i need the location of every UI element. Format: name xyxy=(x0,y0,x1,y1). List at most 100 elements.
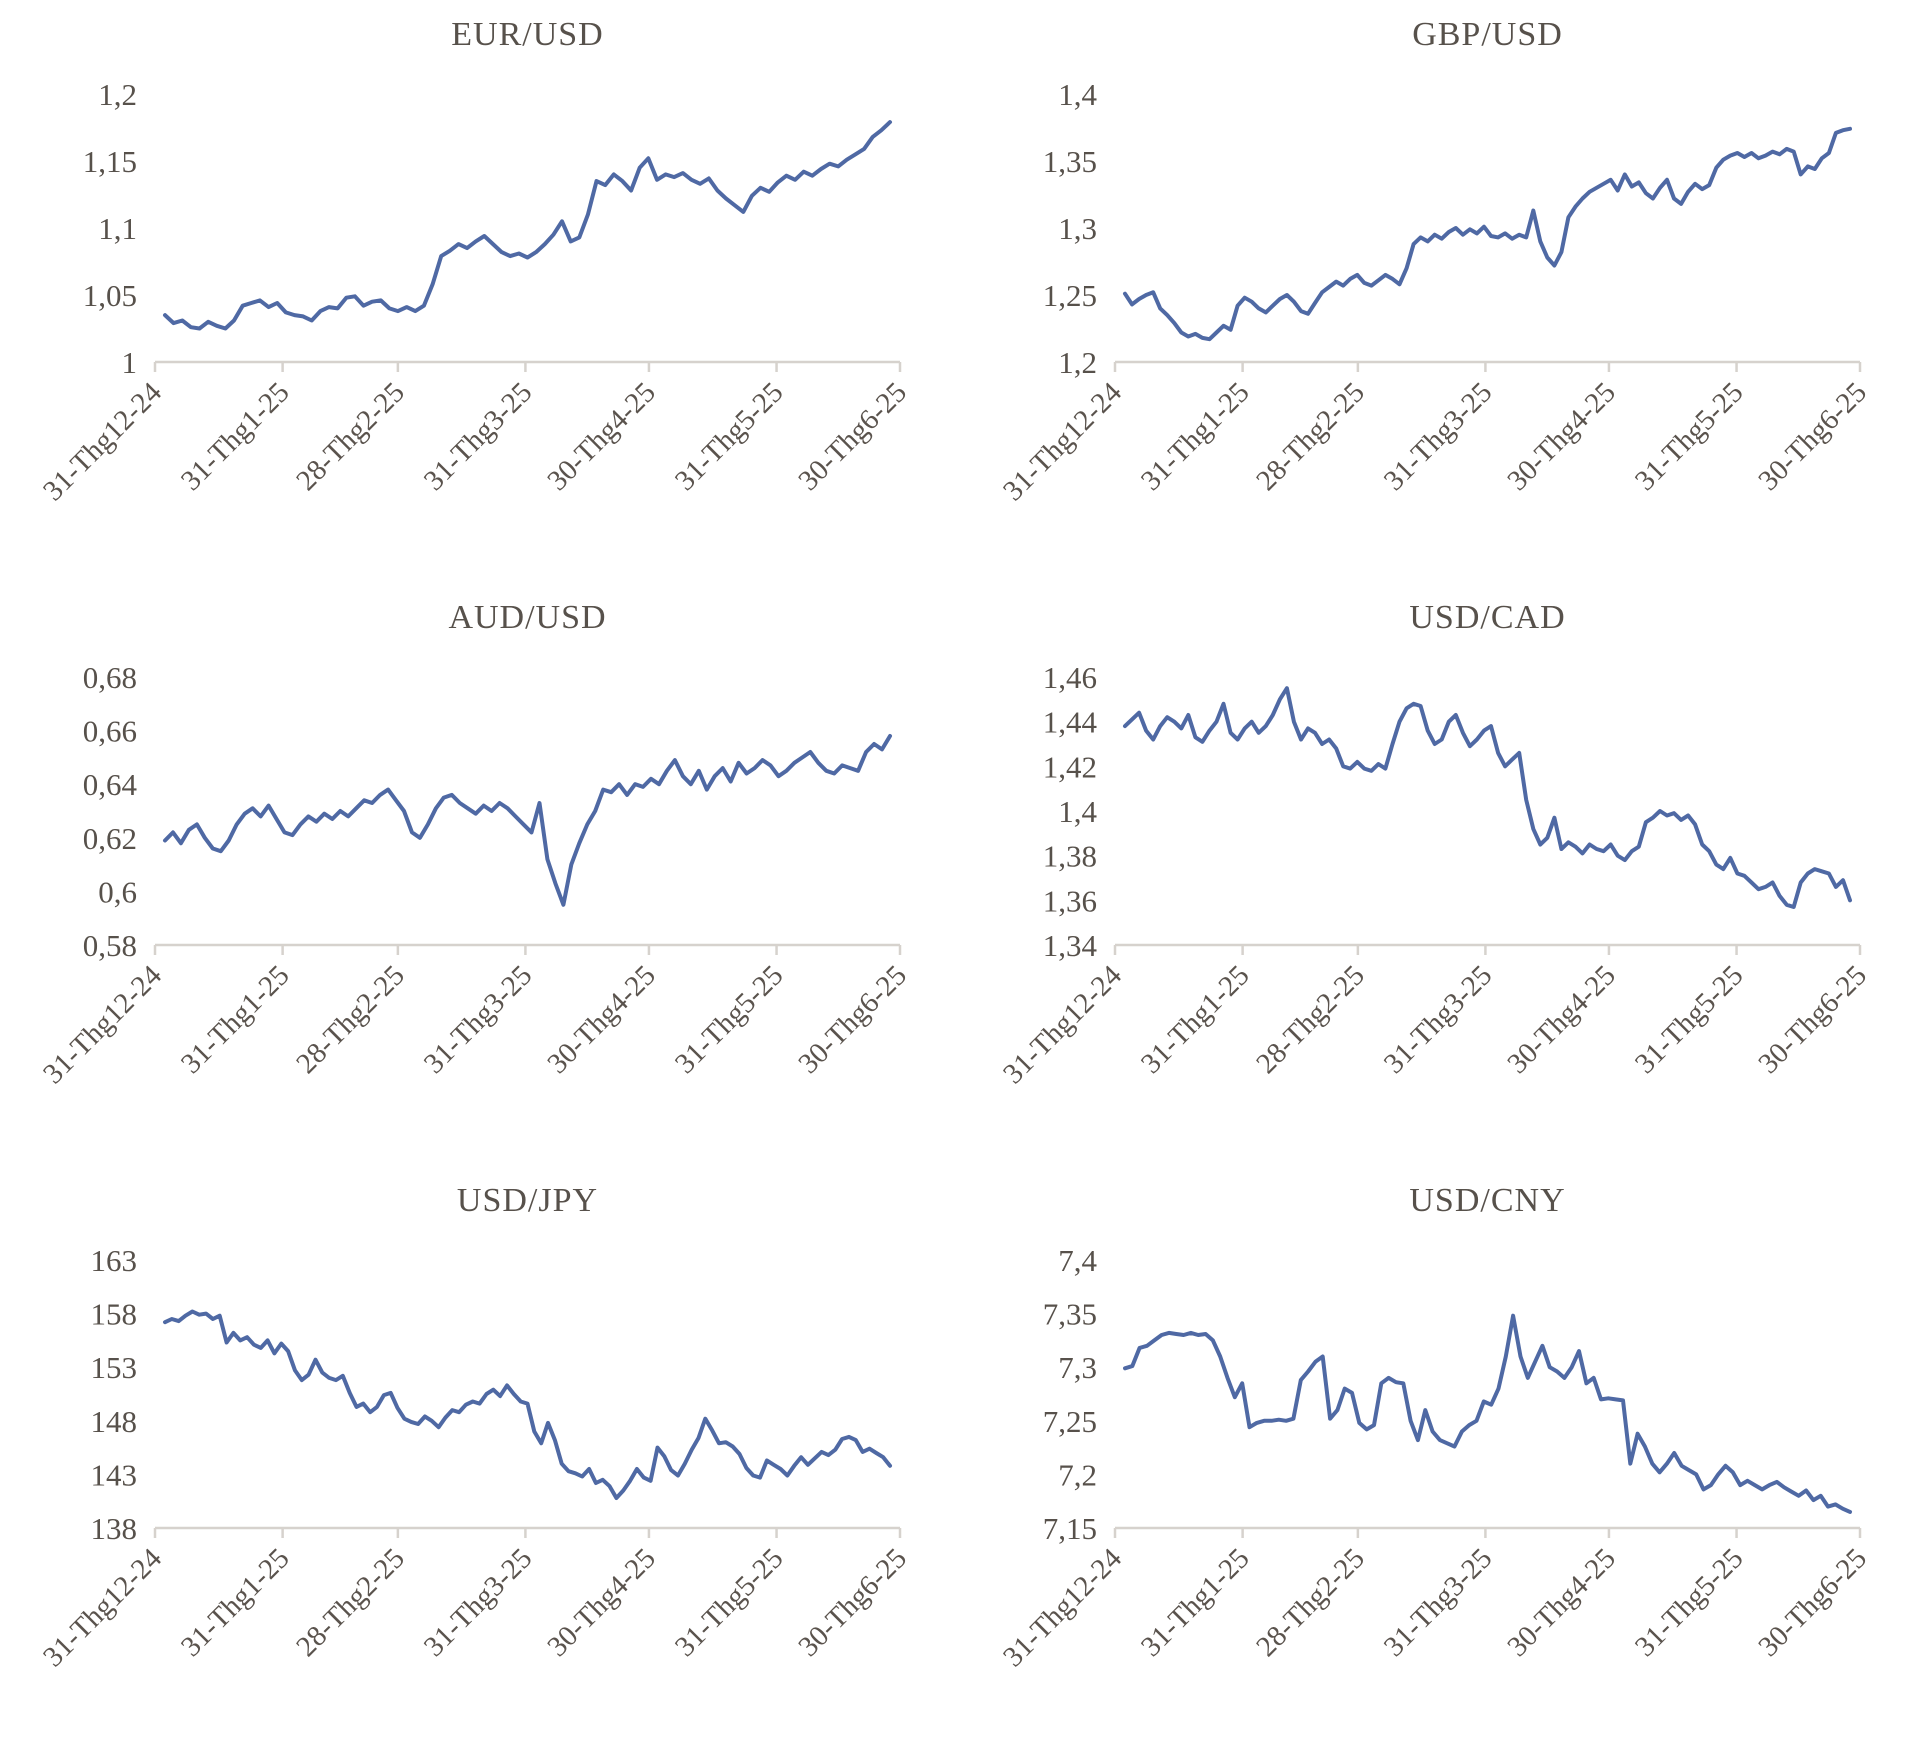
y-axis-label: 1 xyxy=(122,345,138,380)
y-axis-label: 0,62 xyxy=(83,821,137,856)
x-axis-label: 30-Thg6-25 xyxy=(1752,959,1873,1080)
y-axis-label: 1,15 xyxy=(83,144,137,179)
y-axis-label: 158 xyxy=(91,1297,138,1332)
y-axis-label: 163 xyxy=(91,1243,138,1278)
y-axis-label: 1,1 xyxy=(98,211,137,246)
x-axis-label: 31-Thg12-24 xyxy=(997,376,1128,507)
y-axis-label: 1,46 xyxy=(1043,660,1097,695)
x-axis-label: 30-Thg4-25 xyxy=(1501,959,1622,1080)
chart-gbp-usd: GBP/USD 31-Thg12-24 31-Thg1-25 28-Thg2-25 3… xyxy=(960,0,1920,583)
y-axis-label: 1,4 xyxy=(1058,77,1097,112)
series-line xyxy=(1123,126,1852,342)
x-axis-label: 30-Thg4-25 xyxy=(541,1542,662,1663)
x-axis-label: 31-Thg3-25 xyxy=(418,959,539,1080)
x-axis-label: 31-Thg5-25 xyxy=(669,376,790,497)
y-axis-label: 7,35 xyxy=(1043,1297,1097,1332)
y-axis-label: 1,34 xyxy=(1043,928,1098,963)
x-axis-label: 30-Thg6-25 xyxy=(1752,376,1873,497)
y-axis-label: 0,58 xyxy=(83,928,137,963)
chart-eur-usd: EUR/USD 31-Thg12-24 31-Thg1-25 28-Thg2-25 3… xyxy=(0,0,960,583)
x-axis-label: 31-Thg1-25 xyxy=(1135,959,1256,1080)
x-axis-label: 31-Thg3-25 xyxy=(1378,959,1499,1080)
series-line xyxy=(163,120,892,331)
y-axis-label: 7,15 xyxy=(1043,1511,1097,1546)
chart-title-usd-cad: USD/CAD xyxy=(1409,599,1566,636)
x-axis-label: 31-Thg12-24 xyxy=(997,1542,1128,1673)
chart-title-gbp-usd: GBP/USD xyxy=(1412,16,1563,53)
chart-usd-jpy: USD/JPY 31-Thg12-24 31-Thg1-25 28-Thg2-25 3… xyxy=(0,1166,960,1749)
x-axis-label: 31-Thg3-25 xyxy=(418,376,539,497)
x-axis-label: 31-Thg5-25 xyxy=(1629,959,1750,1080)
y-axis-label: 138 xyxy=(91,1511,138,1546)
series-line xyxy=(163,1309,892,1500)
x-axis-label: 31-Thg12-24 xyxy=(37,1542,168,1673)
x-axis-label: 30-Thg4-25 xyxy=(1501,376,1622,497)
y-axis-label: 0,66 xyxy=(83,714,137,749)
x-axis-label: 30-Thg6-25 xyxy=(1752,1542,1873,1663)
y-axis-label: 153 xyxy=(91,1350,138,1385)
chart-title-usd-cny: USD/CNY xyxy=(1409,1182,1566,1219)
x-axis-label: 31-Thg1-25 xyxy=(175,1542,296,1663)
x-axis-label: 31-Thg3-25 xyxy=(418,1542,539,1663)
x-axis-label: 30-Thg6-25 xyxy=(792,959,913,1080)
y-axis-label: 1,4 xyxy=(1058,794,1097,829)
x-axis-label: 31-Thg5-25 xyxy=(669,1542,790,1663)
y-axis-label: 7,25 xyxy=(1043,1404,1097,1439)
x-axis-label: 31-Thg1-25 xyxy=(1135,1542,1256,1663)
y-axis-label: 0,68 xyxy=(83,660,137,695)
y-axis-label: 0,6 xyxy=(98,874,137,909)
x-axis-label: 28-Thg2-25 xyxy=(1250,959,1371,1080)
y-axis-label: 0,64 xyxy=(83,767,138,802)
y-axis-label: 7,3 xyxy=(1058,1350,1097,1385)
x-axis-label: 30-Thg4-25 xyxy=(1501,1542,1622,1663)
y-axis-label: 7,4 xyxy=(1058,1243,1097,1278)
y-axis-label: 1,42 xyxy=(1043,749,1097,784)
x-axis-label: 31-Thg12-24 xyxy=(997,959,1128,1090)
x-axis-label: 28-Thg2-25 xyxy=(290,959,411,1080)
x-axis-label: 31-Thg3-25 xyxy=(1378,376,1499,497)
y-axis-label: 1,44 xyxy=(1043,705,1098,740)
x-axis-label: 31-Thg3-25 xyxy=(1378,1542,1499,1663)
y-axis-label: 1,36 xyxy=(1043,883,1097,918)
x-axis-label: 28-Thg2-25 xyxy=(1250,1542,1371,1663)
x-axis-label: 28-Thg2-25 xyxy=(290,1542,411,1663)
x-axis-label: 31-Thg5-25 xyxy=(1629,1542,1750,1663)
x-axis-label: 28-Thg2-25 xyxy=(1250,376,1371,497)
x-axis-label: 31-Thg1-25 xyxy=(175,959,296,1080)
y-axis-label: 1,35 xyxy=(1043,144,1097,179)
x-axis-label: 31-Thg5-25 xyxy=(669,959,790,1080)
y-axis-label: 1,2 xyxy=(1058,345,1097,380)
y-axis-label: 7,2 xyxy=(1058,1457,1097,1492)
series-line xyxy=(1123,686,1852,909)
chart-aud-usd: AUD/USD 31-Thg12-24 31-Thg1-25 28-Thg2-25 3… xyxy=(0,583,960,1166)
x-axis-label: 30-Thg6-25 xyxy=(792,1542,913,1663)
chart-usd-cad: USD/CAD 31-Thg12-24 31-Thg1-25 28-Thg2-25 3… xyxy=(960,583,1920,1166)
x-axis-label: 30-Thg4-25 xyxy=(541,959,662,1080)
x-axis-label: 30-Thg6-25 xyxy=(792,376,913,497)
x-axis-label: 31-Thg1-25 xyxy=(1135,376,1256,497)
y-axis-label: 143 xyxy=(91,1457,138,1492)
chart-title-usd-jpy: USD/JPY xyxy=(456,1182,599,1219)
chart-title-eur-usd: EUR/USD xyxy=(451,16,604,53)
y-axis-label: 1,38 xyxy=(1043,839,1097,874)
chart-title-aud-usd: AUD/USD xyxy=(448,599,607,636)
x-axis-label: 28-Thg2-25 xyxy=(290,376,411,497)
x-axis-label: 31-Thg5-25 xyxy=(1629,376,1750,497)
x-axis-label: 31-Thg1-25 xyxy=(175,376,296,497)
y-axis-label: 1,25 xyxy=(1043,278,1097,313)
x-axis-label: 31-Thg12-24 xyxy=(37,376,168,507)
y-axis-label: 1,3 xyxy=(1058,211,1097,246)
x-axis-label: 31-Thg12-24 xyxy=(37,959,168,1090)
chart-usd-cny: USD/CNY 31-Thg12-24 31-Thg1-25 28-Thg2-25 3… xyxy=(960,1166,1920,1749)
x-axis-label: 30-Thg4-25 xyxy=(541,376,662,497)
series-line xyxy=(163,734,892,907)
y-axis-label: 1,2 xyxy=(98,77,137,112)
series-line xyxy=(1123,1313,1852,1514)
